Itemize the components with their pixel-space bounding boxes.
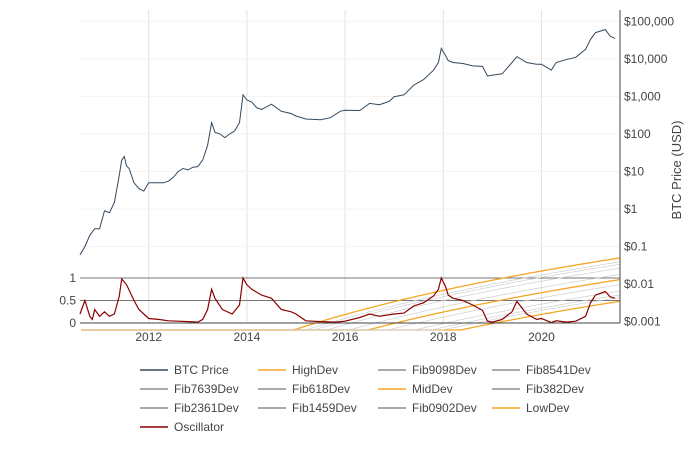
band-fib07639 bbox=[81, 267, 621, 331]
legend-item-fib618dev[interactable]: Fib618Dev bbox=[258, 382, 350, 396]
legend-label: Fib7639Dev bbox=[174, 382, 239, 396]
legend-item-fib2361dev[interactable]: Fib2361Dev bbox=[140, 401, 239, 415]
y-price-tick-label: $100 bbox=[624, 127, 651, 141]
legend-item-fib8541dev[interactable]: Fib8541Dev bbox=[492, 363, 591, 377]
y-price-tick-label: $1 bbox=[624, 202, 638, 216]
deviation-bands bbox=[81, 257, 621, 331]
legend-label: LowDev bbox=[526, 401, 569, 415]
legend-label: Fib618Dev bbox=[292, 382, 350, 396]
y-price-tick-label: $1,000 bbox=[624, 89, 661, 103]
y-oscillator-tick-label: 0 bbox=[69, 316, 76, 330]
legend-item-btc price[interactable]: BTC Price bbox=[140, 363, 229, 377]
axes: 2012 2014 2016 2018 2020 $0.001 $0.01 $0.1 $1 $10… bbox=[59, 10, 674, 344]
x-tick-label: 2016 bbox=[332, 330, 359, 344]
legend-label: Fib1459Dev bbox=[292, 401, 357, 415]
y-axis-title: BTC Price (USD) bbox=[669, 121, 684, 220]
series-btc-price bbox=[79, 29, 616, 256]
legend-item-fib382dev[interactable]: Fib382Dev bbox=[492, 382, 584, 396]
legend-item-middev[interactable]: MidDev bbox=[378, 382, 453, 396]
y-oscillator-tick-label: 1 bbox=[69, 271, 76, 285]
series-oscillator bbox=[79, 276, 616, 324]
legend-item-fib7639dev[interactable]: Fib7639Dev bbox=[140, 382, 239, 396]
band-fib0618 bbox=[81, 274, 621, 331]
legend-label: Fib382Dev bbox=[526, 382, 584, 396]
band-fib00902 bbox=[81, 297, 621, 331]
band-lowdev bbox=[81, 300, 621, 331]
legend-item-fib0902dev[interactable]: Fib0902Dev bbox=[378, 401, 477, 415]
y-price-tick-label: $10 bbox=[624, 164, 644, 178]
y-price-tick-label: $0.001 bbox=[624, 315, 661, 329]
legend-item-fib1459dev[interactable]: Fib1459Dev bbox=[258, 401, 357, 415]
x-tick-label: 2014 bbox=[234, 330, 261, 344]
series-layer bbox=[79, 29, 616, 324]
legend-label: Fib8541Dev bbox=[526, 363, 591, 377]
legend-label: MidDev bbox=[412, 382, 453, 396]
legend-label: HighDev bbox=[292, 363, 338, 377]
legend-label: Fib9098Dev bbox=[412, 363, 477, 377]
legend-item-highdev[interactable]: HighDev bbox=[258, 363, 338, 377]
legend-item-oscillator[interactable]: Oscillator bbox=[140, 420, 224, 434]
y-price-tick-label: $0.01 bbox=[624, 277, 654, 291]
y-price-tick-label: $0.1 bbox=[624, 240, 648, 254]
y-oscillator-tick-label: 0.5 bbox=[59, 294, 76, 308]
legend-item-fib9098dev[interactable]: Fib9098Dev bbox=[378, 363, 477, 377]
legend-label: Fib0902Dev bbox=[412, 401, 477, 415]
legend[interactable]: BTC Price HighDev Fib9098Dev Fib8541Dev Fib7… bbox=[140, 363, 591, 434]
y-price-tick-label: $100,000 bbox=[624, 14, 674, 28]
grid bbox=[80, 10, 620, 323]
x-tick-label: 2020 bbox=[528, 330, 555, 344]
legend-label: Fib2361Dev bbox=[174, 401, 239, 415]
legend-label: BTC Price bbox=[174, 363, 229, 377]
x-tick-label: 2018 bbox=[430, 330, 457, 344]
y-price-tick-label: $10,000 bbox=[624, 52, 668, 66]
legend-label: Oscillator bbox=[174, 420, 224, 434]
band-fib02361 bbox=[81, 290, 621, 331]
legend-item-lowdev[interactable]: LowDev bbox=[492, 401, 569, 415]
x-tick-label: 2012 bbox=[135, 330, 162, 344]
